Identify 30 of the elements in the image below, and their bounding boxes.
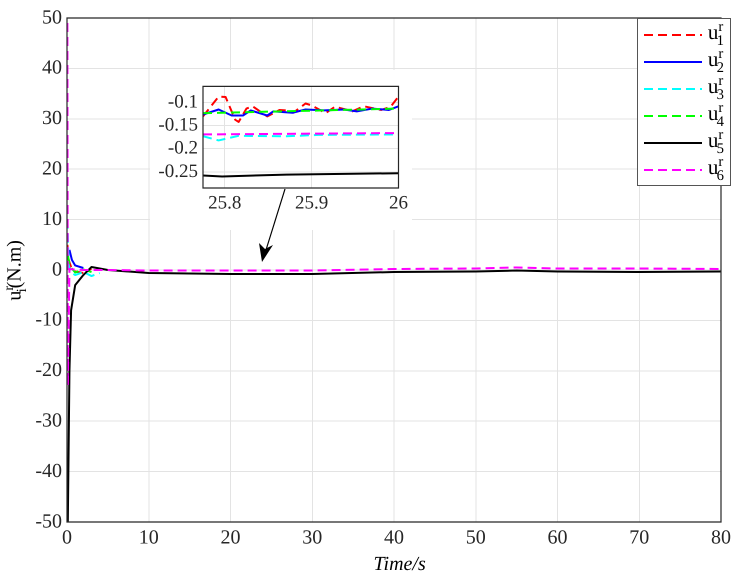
y-tick-label: -0.15 <box>158 114 198 136</box>
x-tick-label: 80 <box>711 526 731 548</box>
x-tick-label: 30 <box>302 526 322 548</box>
line-series <box>203 96 398 123</box>
y-tick-label: 40 <box>42 56 62 79</box>
y-tick-label: -30 <box>35 409 62 432</box>
line-series <box>67 244 93 274</box>
y-tick-label: 20 <box>42 157 62 180</box>
x-axis-title: Time/s <box>374 553 426 576</box>
y-tick-label: -20 <box>35 359 62 382</box>
y-tick-label: -0.2 <box>168 138 198 159</box>
x-tick-label: 10 <box>138 526 159 548</box>
x-tick-label: 70 <box>629 526 650 548</box>
y-tick-label: -0.1 <box>168 92 198 113</box>
y-tick-label: 0 <box>52 258 62 280</box>
y-tick-label: 10 <box>42 208 62 230</box>
y-tick-label: -0.25 <box>158 160 198 182</box>
y-tick-label: -10 <box>35 308 62 331</box>
y-tick-label: 30 <box>42 107 62 130</box>
x-tick-label: 25.9 <box>294 192 328 214</box>
y-tick-label: 50 <box>42 6 62 28</box>
x-tick-label: 20 <box>220 526 240 548</box>
x-tick-label: 26 <box>389 192 408 214</box>
y-tick-label: -40 <box>35 460 62 482</box>
x-tick-label: 25.8 <box>208 192 242 214</box>
y-tick-label: -50 <box>35 510 62 532</box>
x-tick-label: 40 <box>384 526 404 548</box>
x-tick-label: 50 <box>466 526 486 548</box>
x-tick-label: 60 <box>548 526 568 548</box>
line-series <box>67 254 93 274</box>
